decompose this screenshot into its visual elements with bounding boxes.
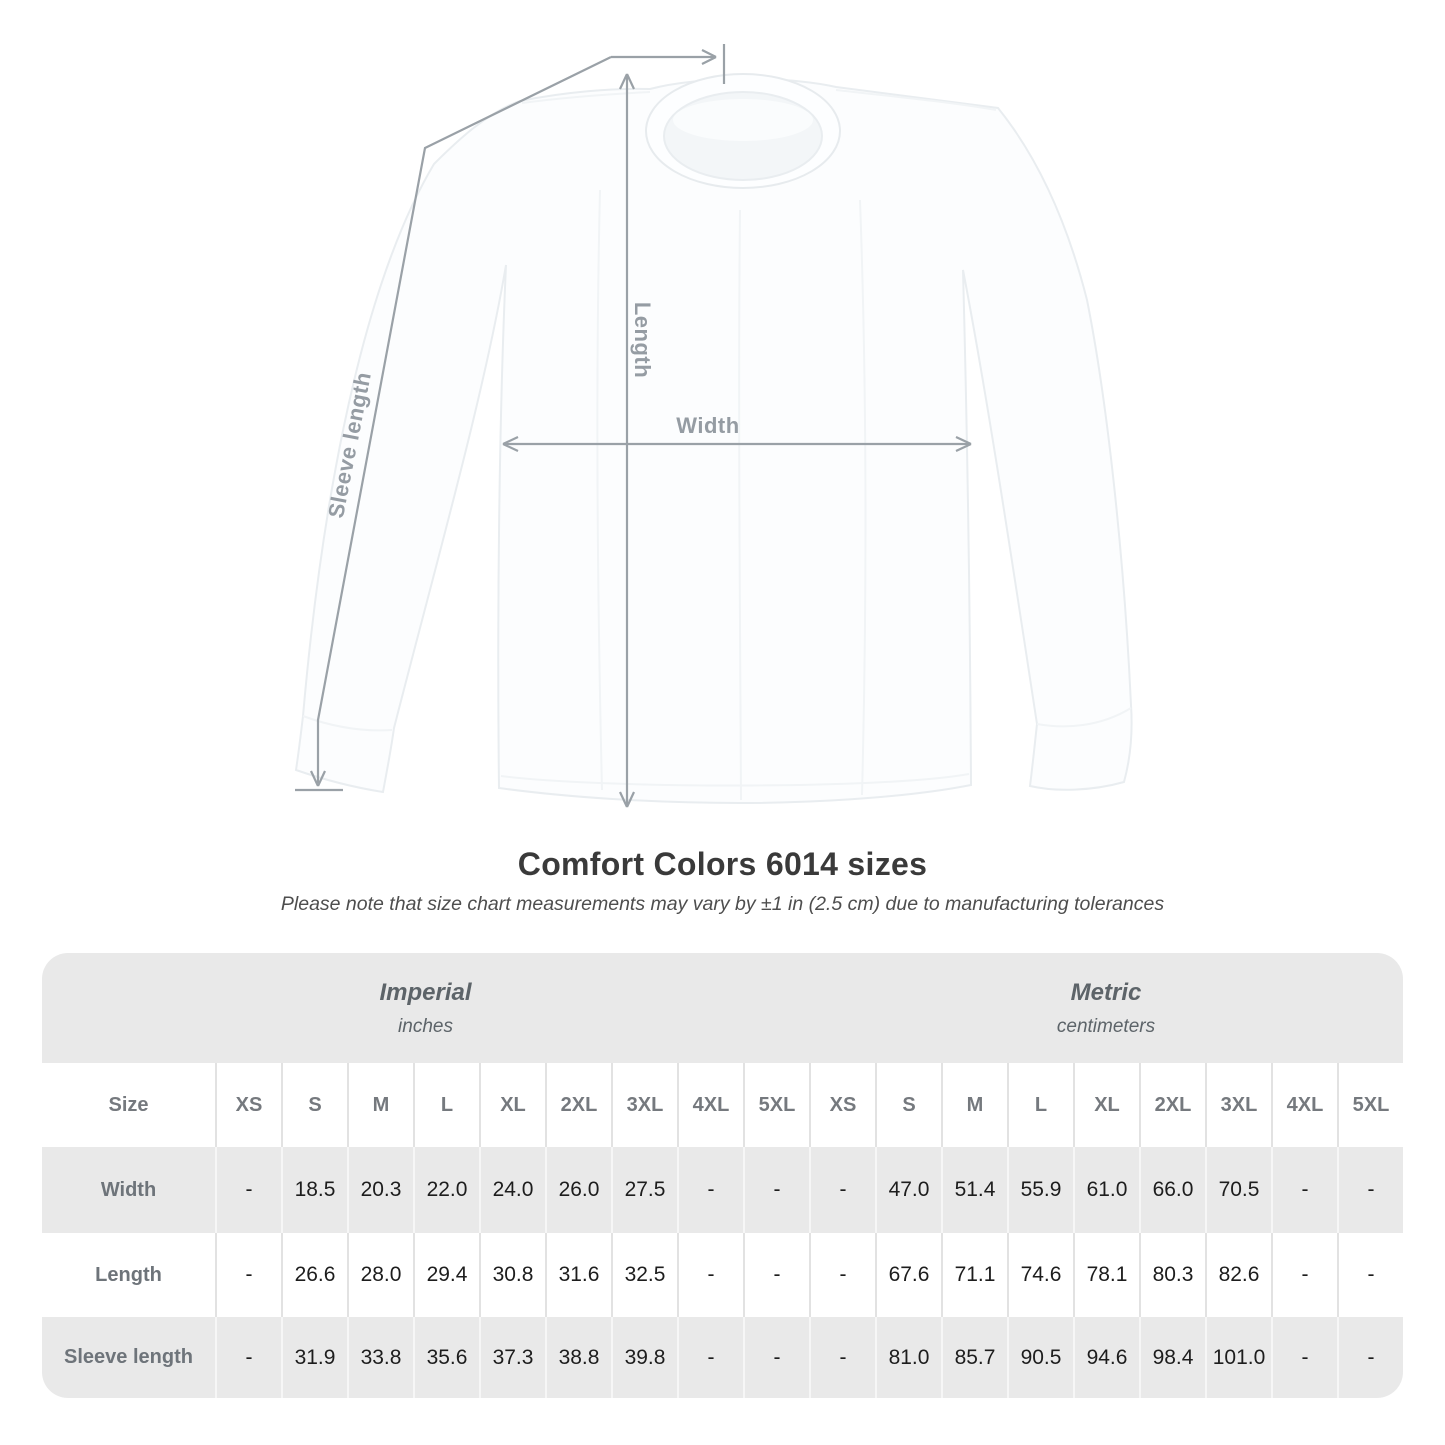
size-value-cell: 74.6 xyxy=(1007,1233,1073,1317)
size-value-cell: 101.0 xyxy=(1205,1317,1271,1398)
size-value-cell: 22.0 xyxy=(413,1147,479,1233)
size-header: 5XL xyxy=(743,1063,809,1147)
size-value-cell: 38.8 xyxy=(545,1317,611,1398)
size-value-cell: 20.3 xyxy=(347,1147,413,1233)
measurement-arrows xyxy=(295,44,972,808)
tolerance-note: Please note that size chart measurements… xyxy=(280,893,1165,915)
size-value-cell: - xyxy=(743,1233,809,1317)
size-value-cell: - xyxy=(1337,1233,1403,1317)
size-value-cell: - xyxy=(743,1147,809,1233)
size-value-cell: - xyxy=(743,1317,809,1398)
size-header: S xyxy=(875,1063,941,1147)
row-label: Width xyxy=(42,1147,215,1233)
size-value-cell: - xyxy=(677,1147,743,1233)
size-value-cell: 35.6 xyxy=(413,1317,479,1398)
size-value-cell: 78.1 xyxy=(1073,1233,1139,1317)
size-header: L xyxy=(1007,1063,1073,1147)
size-value-cell: 31.6 xyxy=(545,1233,611,1317)
size-value-cell: 39.8 xyxy=(611,1317,677,1398)
size-value-cell: - xyxy=(677,1317,743,1398)
size-value-cell: 81.0 xyxy=(875,1317,941,1398)
size-value-cell: 28.0 xyxy=(347,1233,413,1317)
size-header: 5XL xyxy=(1337,1063,1403,1147)
size-header: 2XL xyxy=(545,1063,611,1147)
size-value-cell: 47.0 xyxy=(875,1147,941,1233)
fabric-fold-lines xyxy=(302,89,1132,801)
row-label: Sleeve length xyxy=(42,1317,215,1398)
length-arrow-label: Length xyxy=(630,301,655,379)
size-value-cell: 61.0 xyxy=(1073,1147,1139,1233)
size-value-cell: 32.5 xyxy=(611,1233,677,1317)
size-value-cell: 31.9 xyxy=(281,1317,347,1398)
collar xyxy=(645,73,841,189)
size-value-cell: 85.7 xyxy=(941,1317,1007,1398)
size-value-cell: 71.1 xyxy=(941,1233,1007,1317)
shirt-illustration xyxy=(294,44,1133,808)
size-value-cell: 80.3 xyxy=(1139,1233,1205,1317)
size-value-cell: - xyxy=(215,1233,281,1317)
size-header: L xyxy=(413,1063,479,1147)
size-value-cell: - xyxy=(809,1147,875,1233)
unit-system-unit: centimeters xyxy=(1056,1015,1156,1037)
size-value-cell: 90.5 xyxy=(1007,1317,1073,1398)
unit-system-unit: inches xyxy=(398,1015,453,1037)
unit-band-metric: Metric centimeters xyxy=(809,953,1403,1063)
row-label: Length xyxy=(42,1233,215,1317)
size-value-cell: - xyxy=(1271,1317,1337,1398)
size-value-cell: 29.4 xyxy=(413,1233,479,1317)
size-value-cell: 33.8 xyxy=(347,1317,413,1398)
size-value-cell: - xyxy=(1337,1147,1403,1233)
size-header: S xyxy=(281,1063,347,1147)
size-value-cell: 26.0 xyxy=(545,1147,611,1233)
unit-band-imperial: Imperial inches xyxy=(42,953,809,1063)
size-header: M xyxy=(347,1063,413,1147)
size-header: 4XL xyxy=(1271,1063,1337,1147)
size-value-cell: 67.6 xyxy=(875,1233,941,1317)
size-value-cell: 37.3 xyxy=(479,1317,545,1398)
size-header: XS xyxy=(809,1063,875,1147)
size-value-cell: - xyxy=(1337,1317,1403,1398)
size-header: M xyxy=(941,1063,1007,1147)
size-value-cell: 70.5 xyxy=(1205,1147,1271,1233)
size-value-cell: - xyxy=(215,1317,281,1398)
shirt-body-shape xyxy=(294,78,1133,805)
size-header: 3XL xyxy=(1205,1063,1271,1147)
size-header: 2XL xyxy=(1139,1063,1205,1147)
size-value-cell: - xyxy=(809,1233,875,1317)
size-value-cell: 30.8 xyxy=(479,1233,545,1317)
size-header: XS xyxy=(215,1063,281,1147)
size-value-cell: 98.4 xyxy=(1139,1317,1205,1398)
size-table: Imperial inches Metric centimeters Size XS S M L… xyxy=(42,953,1403,1398)
size-value-cell: - xyxy=(677,1233,743,1317)
size-value-cell: 94.6 xyxy=(1073,1317,1139,1398)
width-arrow-label: Width xyxy=(676,413,740,438)
size-value-cell: 26.6 xyxy=(281,1233,347,1317)
size-value-cell: 51.4 xyxy=(941,1147,1007,1233)
size-value-cell: 82.6 xyxy=(1205,1233,1271,1317)
size-value-cell: - xyxy=(809,1317,875,1398)
size-header: XL xyxy=(479,1063,545,1147)
size-corner-header: Size xyxy=(42,1063,215,1147)
size-value-cell: - xyxy=(215,1147,281,1233)
size-value-cell: 66.0 xyxy=(1139,1147,1205,1233)
size-value-cell: 18.5 xyxy=(281,1147,347,1233)
unit-system-name: Metric xyxy=(1070,978,1142,1006)
size-value-cell: - xyxy=(1271,1147,1337,1233)
size-header: 4XL xyxy=(677,1063,743,1147)
size-header: XL xyxy=(1073,1063,1139,1147)
size-value-cell: - xyxy=(1271,1233,1337,1317)
size-value-cell: 24.0 xyxy=(479,1147,545,1233)
shirt-measurement-diagram: Sleeve length Length Width xyxy=(294,44,1133,808)
page-title: Comfort Colors 6014 sizes xyxy=(517,846,928,882)
unit-system-name: Imperial xyxy=(379,978,472,1006)
size-value-cell: 55.9 xyxy=(1007,1147,1073,1233)
size-header: 3XL xyxy=(611,1063,677,1147)
size-value-cell: 27.5 xyxy=(611,1147,677,1233)
